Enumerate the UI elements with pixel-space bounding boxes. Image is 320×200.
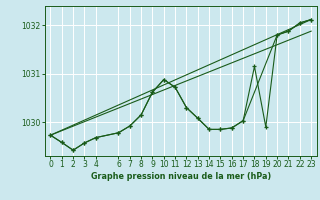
- X-axis label: Graphe pression niveau de la mer (hPa): Graphe pression niveau de la mer (hPa): [91, 172, 271, 181]
